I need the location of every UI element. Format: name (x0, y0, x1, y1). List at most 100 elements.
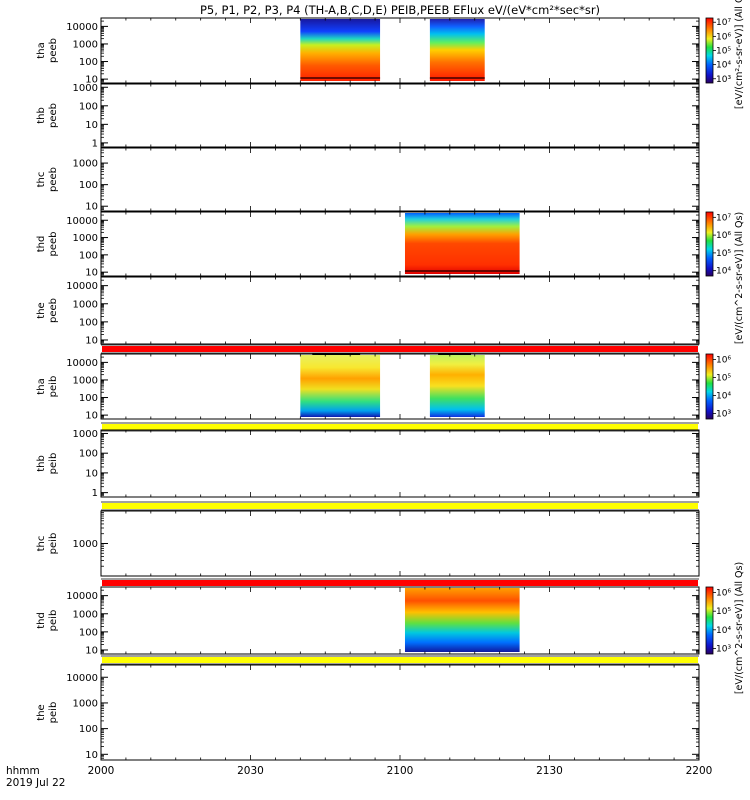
panel-ylabel-probe: tha (36, 42, 47, 58)
y-tick-label: 100 (79, 393, 98, 404)
panel-frame (100, 211, 700, 277)
panel-ylabel-probe: thb (36, 455, 47, 472)
panel-ylabel-probe: thd (36, 612, 47, 629)
panel-ylabel-product: peeb (48, 232, 59, 257)
colorbar-tick-label: 10⁶ (716, 231, 731, 241)
panel-ylabel-product: peib (48, 610, 59, 632)
y-tick-label: 10 (85, 335, 98, 346)
panel-ylabel-probe: tha (36, 378, 47, 394)
y-tick-label: 1000 (73, 375, 98, 386)
y-tick-label: 1000 (73, 83, 98, 94)
y-tick-label: 100 (79, 101, 98, 112)
y-tick-label: 10 (85, 411, 98, 422)
y-tick-label: 100 (79, 250, 98, 261)
panel-ylabel-probe: thd (36, 236, 47, 253)
spectrogram-block (404, 213, 520, 274)
panel-thb-peeb: 1 10 100 1000 thb peeb (36, 83, 700, 149)
y-tick-label: 10000 (66, 216, 98, 227)
quality-flag-bar (102, 503, 698, 509)
colorbar-label-top: [eV/(cm²-s-sr-eV)] (All Qs) (734, 0, 745, 109)
colorbar-label-mid: [eV/(cm^2-s-sr-eV)] (All Qs) (734, 212, 745, 344)
spectrogram-block (300, 355, 381, 417)
panel-thc-peeb: 10 100 1000 thc peeb (36, 147, 700, 213)
y-tick-label: 10 (85, 645, 98, 656)
spectrogram-block (404, 588, 520, 652)
colorbar-tick-label: 10⁵ (716, 249, 731, 259)
spectrogram-floor-line (404, 270, 520, 272)
x-tick-label: 2200 (686, 765, 713, 777)
colorbar-tick-label: 10⁵ (716, 373, 731, 383)
x-tick-label: 2100 (387, 765, 414, 777)
y-tick-label: 100 (79, 627, 98, 638)
y-tick-label: 10000 (66, 358, 98, 369)
x-tick-label: 2130 (536, 765, 563, 777)
panel-frame (100, 510, 700, 577)
time-axis-date: 2019 Jul 22 (6, 777, 65, 789)
figure-title: P5, P1, P2, P3, P4 (TH-A,B,C,D,E) PEIB,P… (200, 3, 600, 17)
colorbar-tick-label: 10⁴ (716, 61, 731, 71)
panel-thb-peib: 1 10 100 1000 thb peib (36, 429, 700, 511)
panel-tha-peeb: 10 100 1000 10000 tha peeb 10³ 10⁴ 10⁵ 10⁶ 10⁷ (36, 17, 731, 86)
colorbar-tick-label: 10⁵ (716, 47, 731, 57)
panel-frame (100, 83, 700, 148)
panel-ylabel-product: peib (48, 453, 59, 475)
panel-frame (100, 276, 700, 345)
quality-flag-bar (102, 657, 698, 663)
panel-the-peib: 10 100 1000 10000 the peib (36, 664, 700, 761)
colorbar-tick-label: 10⁴ (716, 626, 731, 636)
panel-ylabel-probe: thb (36, 107, 47, 124)
panel-frame (100, 586, 700, 655)
panel-ylabel-product: peeb (48, 103, 59, 128)
y-tick-label: 1 (92, 488, 98, 499)
panel-frame (100, 664, 700, 761)
y-tick-label: 10000 (66, 591, 98, 602)
spectrogram-floor-line (429, 77, 485, 79)
y-tick-label: 10 (85, 120, 98, 131)
panel-thd-peeb: 10 100 1000 10000 thd peeb 10⁴ 10⁵ 10⁶ 10⁷ (36, 211, 731, 279)
y-tick-label: 1000 (73, 159, 98, 170)
panel-ylabel-probe: the (36, 704, 47, 720)
x-tick-label: 2000 (88, 765, 115, 777)
colorbar-tick-label: 10⁶ (716, 355, 731, 365)
y-tick-label: 1000 (73, 233, 98, 244)
colorbar (705, 211, 714, 277)
panel-ylabel-probe: the (36, 302, 47, 318)
panel-ylabel-product: peib (48, 533, 59, 555)
colorbar-tick-label: 10⁴ (716, 392, 731, 402)
panel-ylabel-product: peib (48, 376, 59, 398)
spectrogram-block (429, 355, 485, 417)
y-tick-label: 100 (79, 180, 98, 191)
colorbar-tick-label: 10³ (716, 75, 731, 85)
colorbar (705, 353, 714, 420)
x-tick-label: 2030 (237, 765, 264, 777)
quality-flag-bar (102, 424, 698, 430)
colorbar-label-bottom: [eV/(cm^2-s-sr-eV)] (All Qs) (734, 562, 745, 694)
spectrogram-floor-line (300, 77, 381, 79)
panel-ylabel-probe: thc (36, 172, 47, 188)
y-tick-label: 10000 (66, 281, 98, 292)
time-axis-units: hhmm (6, 765, 40, 777)
y-tick-label: 1 (92, 138, 98, 149)
y-tick-label: 100 (79, 317, 98, 328)
panel-thd-peib: 10 100 1000 10000 thd peib 10³ 10⁴ 10⁵ 10⁶ (36, 586, 731, 665)
panel-ylabel-product: peeb (48, 298, 59, 323)
y-tick-label: 1000 (73, 429, 98, 440)
panel-ylabel-product: peib (48, 702, 59, 724)
panel-ylabel-probe: thc (36, 536, 47, 552)
colorbar (705, 586, 714, 655)
y-tick-label: 10 (85, 468, 98, 479)
colorbar-tick-label: 10⁵ (716, 607, 731, 617)
spectrogram-block (429, 19, 485, 81)
y-tick-label: 10000 (66, 22, 98, 33)
colorbar-tick-label: 10³ (716, 644, 731, 654)
panel-frame (100, 429, 700, 498)
panel-frame (100, 353, 700, 420)
colorbar-tick-label: 10⁶ (716, 32, 731, 42)
colorbar-tick-label: 10⁷ (716, 213, 731, 223)
y-tick-label: 1000 (73, 539, 98, 550)
y-tick-label: 1000 (73, 299, 98, 310)
spectrogram-block (300, 19, 381, 81)
panel-ylabel-product: peeb (48, 167, 59, 192)
y-tick-label: 1000 (73, 609, 98, 620)
